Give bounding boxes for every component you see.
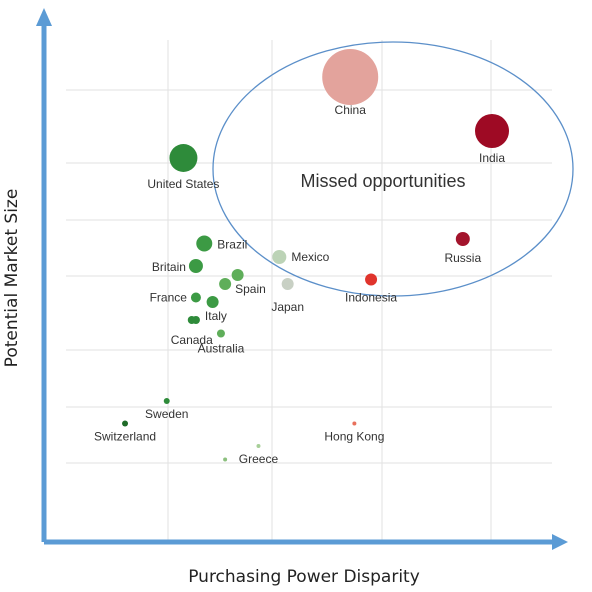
axes (36, 8, 568, 550)
label-sweden: Sweden (145, 407, 188, 421)
gridlines (66, 40, 552, 540)
label-russia: Russia (444, 251, 481, 265)
label-indonesia: Indonesia (345, 291, 397, 305)
label-canada: Canada (171, 333, 213, 347)
y-axis-title: Potential Market Size (2, 189, 22, 368)
data-points (122, 49, 509, 462)
label-india: India (479, 151, 505, 165)
label-united-states: United States (147, 177, 219, 191)
label-hong-kong: Hong Kong (324, 430, 384, 444)
data-labels: China India United States Brazil Britain Mexi… (94, 103, 505, 466)
missed-opportunities-ellipse (212, 41, 574, 297)
point-canada (187, 316, 196, 324)
label-australia: Australia (198, 342, 245, 356)
x-axis-arrow (552, 534, 568, 550)
point-unlabeled-3 (223, 457, 228, 462)
point-france (190, 292, 201, 303)
point-sweden (163, 398, 170, 404)
label-mexico: Mexico (291, 250, 329, 264)
point-britain (188, 259, 203, 273)
x-axis-title: Purchasing Power Disparity (188, 567, 420, 587)
y-axis-arrow (36, 8, 52, 26)
point-greece (256, 444, 261, 448)
label-china: China (335, 103, 367, 117)
label-italy: Italy (205, 309, 227, 323)
label-brazil: Brazil (217, 238, 247, 252)
point-india (475, 114, 509, 148)
point-russia (455, 232, 470, 246)
point-unlabeled-1 (206, 296, 219, 308)
label-france: France (150, 291, 188, 305)
point-australia (216, 329, 225, 338)
point-united-states (169, 144, 198, 172)
label-britain: Britain (152, 260, 186, 274)
annotation-missed-opportunities: Missed opportunities (300, 171, 465, 191)
point-indonesia (365, 273, 378, 286)
point-brazil (196, 235, 213, 252)
label-spain: Spain (235, 282, 266, 296)
label-switzerland: Switzerland (94, 430, 156, 444)
point-japan (281, 278, 294, 290)
label-japan: Japan (271, 300, 304, 314)
point-china (322, 49, 379, 105)
point-unlabeled-2 (231, 269, 244, 281)
point-spain (219, 278, 232, 290)
point-hong-kong (352, 421, 357, 426)
label-greece: Greece (239, 452, 279, 466)
point-switzerland (122, 420, 129, 427)
point-mexico (272, 250, 287, 264)
